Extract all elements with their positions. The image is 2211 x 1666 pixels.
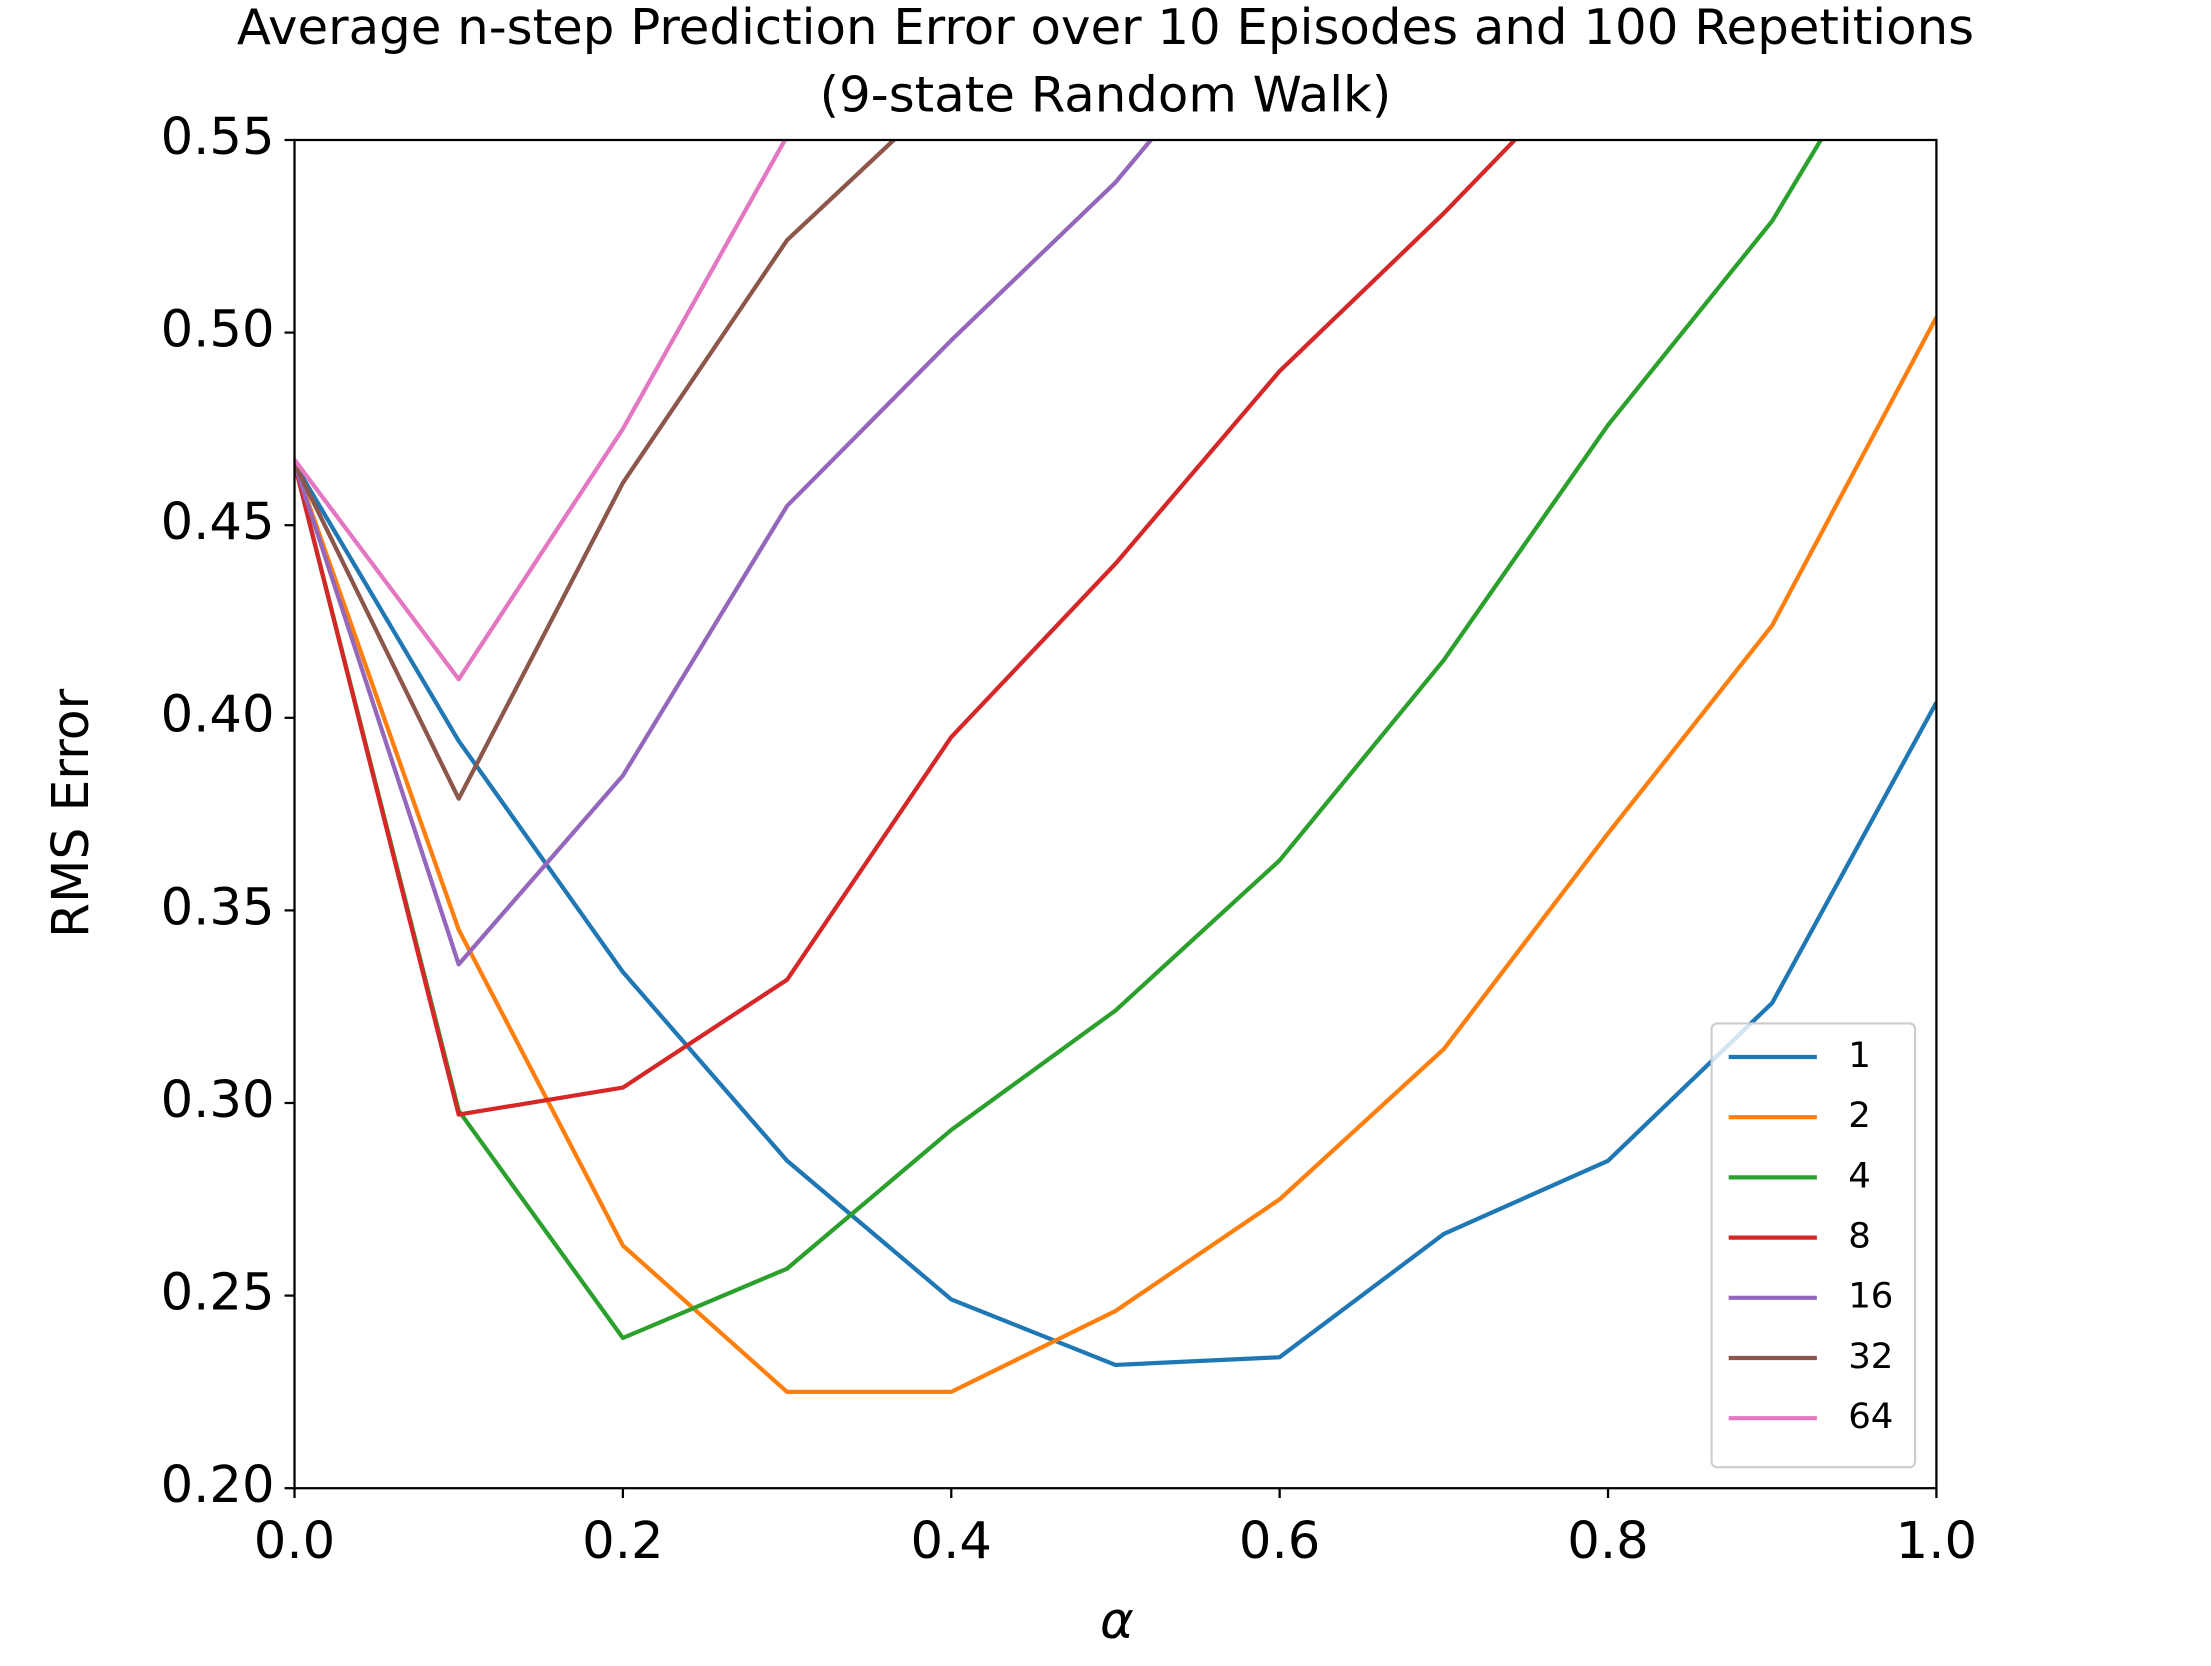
series-line: [294, 140, 1824, 1341]
y-tick-label: 0.45: [161, 492, 275, 551]
x-tick-label: 0.8: [1567, 1511, 1648, 1570]
series-line: [294, 140, 1154, 967]
series-line: [294, 140, 897, 801]
legend-label: 32: [1848, 1336, 1893, 1377]
x-tick-label: 0.0: [254, 1511, 335, 1570]
series-line: [294, 140, 1518, 1117]
x-tick-label: 0.6: [1239, 1511, 1320, 1570]
chart-title: Average n-step Prediction Error over 10 …: [237, 0, 1974, 56]
x-tick-label: 0.4: [911, 1511, 992, 1570]
legend-label: 4: [1848, 1156, 1871, 1197]
x-axis-label: α: [1100, 1591, 1134, 1650]
y-tick-label: 0.20: [161, 1455, 275, 1514]
legend-label: 2: [1848, 1095, 1871, 1136]
plot-lines: [294, 140, 1937, 1395]
series-line: [294, 140, 788, 682]
legend-label: 8: [1848, 1216, 1871, 1257]
series-line: [294, 316, 1937, 1395]
y-tick-label: 0.35: [161, 878, 275, 937]
legend-label: 64: [1848, 1396, 1893, 1437]
legend-label: 16: [1848, 1276, 1893, 1317]
chart-subtitle: (9-state Random Walk): [820, 66, 1392, 124]
y-tick-label: 0.30: [161, 1070, 275, 1129]
x-tick-label: 0.2: [582, 1511, 663, 1570]
y-tick-label: 0.25: [161, 1263, 275, 1322]
y-axis-label: RMS Error: [41, 689, 100, 938]
series-line: [294, 462, 1937, 1368]
y-tick-label: 0.50: [161, 300, 275, 359]
plot-frame: [293, 138, 1938, 1490]
x-tick-label: 1.0: [1896, 1511, 1977, 1570]
legend-label: 1: [1848, 1035, 1871, 1076]
y-tick-label: 0.40: [161, 685, 275, 744]
y-tick-label: 0.55: [161, 107, 275, 166]
